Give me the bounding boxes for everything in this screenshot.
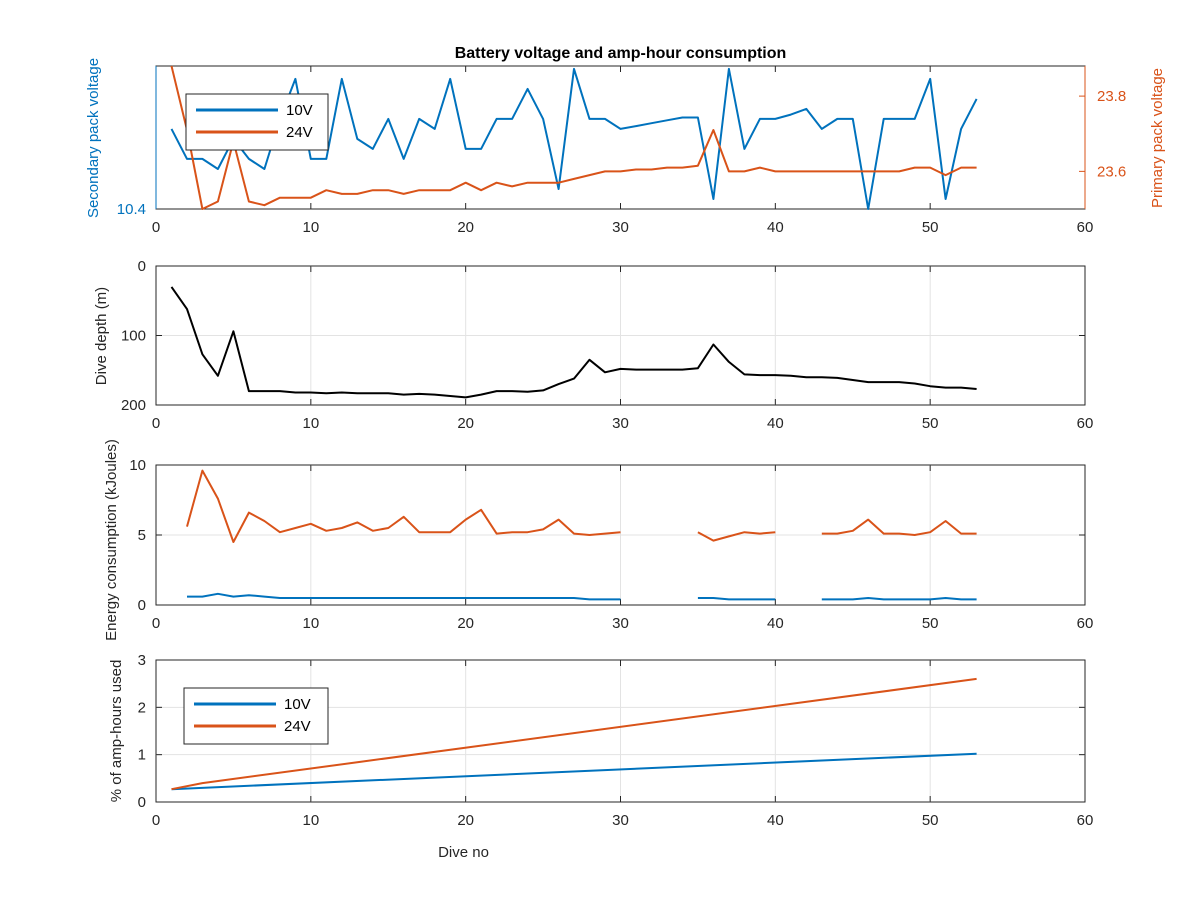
legend-label: 10V xyxy=(286,102,313,119)
x-tick-label: 60 xyxy=(1077,615,1094,632)
x-axis-label: Dive no xyxy=(438,844,489,861)
y-tick-label: 0 xyxy=(138,794,146,811)
series-line-24V xyxy=(170,65,977,210)
x-tick-label: 60 xyxy=(1077,415,1094,432)
x-tick-label: 10 xyxy=(302,615,319,632)
y-tick-label: 10 xyxy=(129,457,146,474)
series-line-24v-energy xyxy=(186,469,977,543)
series-line-10V xyxy=(171,752,977,791)
legend-box xyxy=(183,687,329,745)
x-tick-label: 0 xyxy=(152,219,160,236)
y-tick-label: 200 xyxy=(121,397,146,414)
series-line-10v-energy xyxy=(187,592,977,601)
y-axis-label: Dive depth (m) xyxy=(93,287,110,385)
x-tick-label: 10 xyxy=(302,812,319,829)
y-axis-label-right: Primary pack voltage xyxy=(1149,68,1166,208)
x-tick-label: 40 xyxy=(767,219,784,236)
y-tick-label: 2 xyxy=(138,699,146,716)
y-tick-label: 100 xyxy=(121,328,146,345)
y-tick-label: 0 xyxy=(138,597,146,614)
y-axis-label: Energy consumption (kJoules) xyxy=(103,439,120,641)
x-tick-label: 10 xyxy=(302,415,319,432)
y-tick-label: 1 xyxy=(138,747,146,764)
x-tick-label: 60 xyxy=(1077,219,1094,236)
x-tick-label: 50 xyxy=(922,812,939,829)
y-tick-label-left: 10.4 xyxy=(117,201,146,218)
x-tick-label: 20 xyxy=(457,812,474,829)
x-tick-label: 30 xyxy=(612,219,629,236)
y-axis-label: % of amp-hours used xyxy=(108,660,125,803)
series-line-24V xyxy=(171,677,977,791)
y-tick-label-right: 23.8 xyxy=(1097,88,1126,105)
legend-box xyxy=(185,93,329,151)
y-tick-label-right: 23.6 xyxy=(1097,163,1126,180)
x-tick-label: 10 xyxy=(302,219,319,236)
x-tick-label: 30 xyxy=(612,415,629,432)
x-tick-label: 0 xyxy=(152,415,160,432)
x-tick-label: 50 xyxy=(922,219,939,236)
legend-label: 10V xyxy=(284,696,311,713)
legend-label: 24V xyxy=(286,124,313,141)
y-tick-label: 5 xyxy=(138,527,146,544)
x-tick-label: 30 xyxy=(612,812,629,829)
x-tick-label: 60 xyxy=(1077,812,1094,829)
x-tick-label: 0 xyxy=(152,615,160,632)
legend-label: 24V xyxy=(284,718,311,735)
x-tick-label: 30 xyxy=(612,615,629,632)
series-line-depth xyxy=(170,286,977,399)
x-tick-label: 40 xyxy=(767,415,784,432)
x-tick-label: 20 xyxy=(457,219,474,236)
x-tick-label: 20 xyxy=(457,415,474,432)
x-tick-label: 40 xyxy=(767,615,784,632)
chart-title: Battery voltage and amp-hour consumption xyxy=(455,45,787,62)
x-tick-label: 40 xyxy=(767,812,784,829)
x-tick-label: 50 xyxy=(922,415,939,432)
x-tick-label: 20 xyxy=(457,615,474,632)
x-tick-label: 50 xyxy=(922,615,939,632)
y-axis-label-left: Secondary pack voltage xyxy=(85,58,102,218)
x-tick-label: 0 xyxy=(152,812,160,829)
y-tick-label: 3 xyxy=(138,652,146,669)
y-tick-label: 0 xyxy=(138,258,146,275)
